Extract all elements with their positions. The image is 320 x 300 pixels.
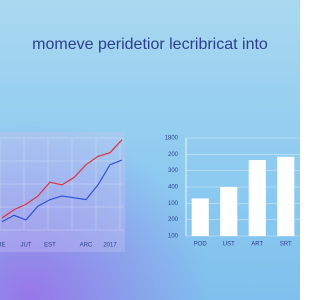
y-tick-label: 400 xyxy=(168,185,179,191)
y-tick-label: 100 xyxy=(168,201,179,207)
screen: momeve peridetior lecribricat into JE JUT… xyxy=(0,0,300,300)
y-tick-label: 200 xyxy=(168,152,179,158)
x-tick-label: ART xyxy=(251,242,263,248)
y-tick-label: 300 xyxy=(168,168,179,174)
x-tick-label: JUT xyxy=(21,243,32,249)
y-tick-label: 1800 xyxy=(165,136,179,142)
bar xyxy=(277,156,295,236)
bar xyxy=(220,187,238,236)
page-title: momeve peridetior lecribricat into xyxy=(32,36,268,53)
x-tick-label: EST xyxy=(44,243,56,249)
x-tick-label: 2017 xyxy=(103,243,117,249)
x-tick-label: UST xyxy=(223,242,235,248)
bar xyxy=(248,160,266,236)
page: momeve peridetior lecribricat into JE JUT… xyxy=(0,0,300,300)
x-tick-label: JE xyxy=(0,243,6,249)
bar xyxy=(191,198,209,236)
line-panel xyxy=(0,132,125,252)
y-tick-label: 100 xyxy=(168,234,179,240)
x-tick-label: POD xyxy=(194,242,208,248)
line-series xyxy=(1,139,123,219)
line-series xyxy=(1,159,123,223)
background-glow xyxy=(0,0,300,300)
x-tick-label: ARC xyxy=(80,243,93,249)
x-tick-label: SRT xyxy=(280,242,292,248)
y-tick-label: 200 xyxy=(168,217,179,223)
